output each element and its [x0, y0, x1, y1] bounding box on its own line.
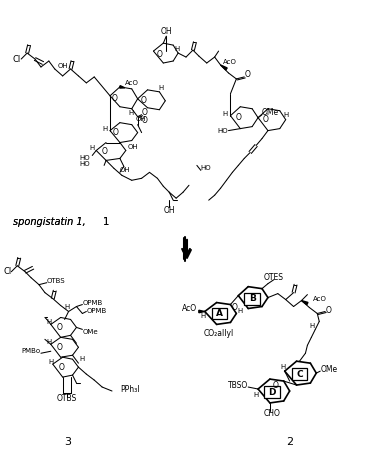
- Text: O: O: [57, 323, 63, 332]
- Text: H: H: [46, 319, 51, 326]
- Text: OMe: OMe: [320, 365, 337, 374]
- Text: O: O: [112, 94, 118, 104]
- Text: H: H: [48, 359, 54, 365]
- Text: HO: HO: [80, 155, 90, 161]
- Text: AcO: AcO: [313, 295, 327, 301]
- FancyBboxPatch shape: [292, 368, 307, 380]
- Text: O: O: [141, 96, 146, 105]
- Text: Cl: Cl: [3, 267, 11, 276]
- Text: OTES: OTES: [264, 273, 284, 282]
- Text: Cl: Cl: [13, 55, 21, 64]
- Text: HO: HO: [80, 161, 90, 167]
- Text: OH: OH: [120, 167, 131, 174]
- Text: AcO: AcO: [223, 59, 237, 65]
- Text: O: O: [156, 49, 162, 59]
- Text: O: O: [244, 71, 250, 79]
- Text: OTBS: OTBS: [56, 394, 77, 403]
- Text: spongistatin 1,: spongistatin 1,: [13, 217, 86, 227]
- Text: AcO: AcO: [125, 80, 139, 86]
- FancyBboxPatch shape: [264, 386, 280, 398]
- Text: HO: HO: [218, 128, 228, 134]
- Text: O: O: [231, 303, 237, 312]
- Text: O: O: [101, 147, 107, 156]
- Text: OH: OH: [136, 116, 146, 122]
- Text: B: B: [249, 294, 256, 303]
- Text: H: H: [90, 146, 95, 152]
- Text: OH: OH: [128, 143, 138, 149]
- Text: H: H: [280, 364, 285, 370]
- Text: 3: 3: [64, 436, 71, 447]
- Text: A: A: [216, 309, 223, 318]
- Text: CO₂allyl: CO₂allyl: [203, 329, 234, 338]
- Text: O: O: [263, 115, 269, 124]
- Text: H: H: [103, 125, 108, 131]
- Text: H: H: [128, 110, 133, 116]
- Text: PMBo: PMBo: [22, 348, 41, 354]
- Text: H: H: [238, 309, 243, 315]
- Text: H: H: [46, 339, 51, 345]
- Text: TBSO: TBSO: [228, 381, 248, 390]
- Text: PPh₃I: PPh₃I: [120, 385, 139, 393]
- Text: H: H: [80, 356, 85, 362]
- Text: OPMB: OPMB: [86, 307, 107, 314]
- Text: O: O: [57, 343, 63, 352]
- Text: OPMB: OPMB: [82, 300, 103, 305]
- Text: AcO: AcO: [182, 304, 197, 313]
- Polygon shape: [301, 300, 308, 305]
- Text: H: H: [283, 112, 288, 118]
- Text: HO: HO: [201, 165, 211, 171]
- Text: 2: 2: [286, 436, 293, 447]
- Text: 1: 1: [100, 217, 109, 227]
- FancyBboxPatch shape: [212, 307, 227, 319]
- Text: H: H: [310, 323, 315, 329]
- Polygon shape: [221, 65, 227, 70]
- Text: OH: OH: [161, 27, 172, 36]
- Text: O: O: [325, 306, 331, 315]
- Text: H: H: [223, 111, 228, 117]
- Text: H: H: [175, 46, 180, 52]
- Text: OH: OH: [163, 206, 175, 215]
- Text: D: D: [268, 387, 276, 397]
- Text: 1: 1: [100, 217, 109, 227]
- Polygon shape: [199, 310, 205, 313]
- Text: O: O: [113, 128, 119, 137]
- Text: spongistatin 1,: spongistatin 1,: [13, 217, 86, 227]
- Text: OH: OH: [58, 63, 68, 69]
- Text: O: O: [273, 381, 279, 390]
- Text: O: O: [235, 113, 241, 122]
- Text: OMe: OMe: [82, 329, 98, 335]
- Text: OMe: OMe: [262, 108, 279, 117]
- Text: OTBS: OTBS: [47, 278, 65, 284]
- Text: H: H: [200, 313, 206, 320]
- Text: C: C: [296, 370, 303, 379]
- Text: O: O: [142, 108, 148, 117]
- Text: CHO: CHO: [263, 409, 280, 418]
- Polygon shape: [120, 86, 125, 88]
- Text: H: H: [159, 85, 164, 91]
- Text: H: H: [64, 304, 69, 310]
- Text: H: H: [254, 392, 259, 398]
- Text: O: O: [59, 363, 65, 371]
- FancyBboxPatch shape: [244, 293, 260, 305]
- Text: O: O: [142, 116, 148, 125]
